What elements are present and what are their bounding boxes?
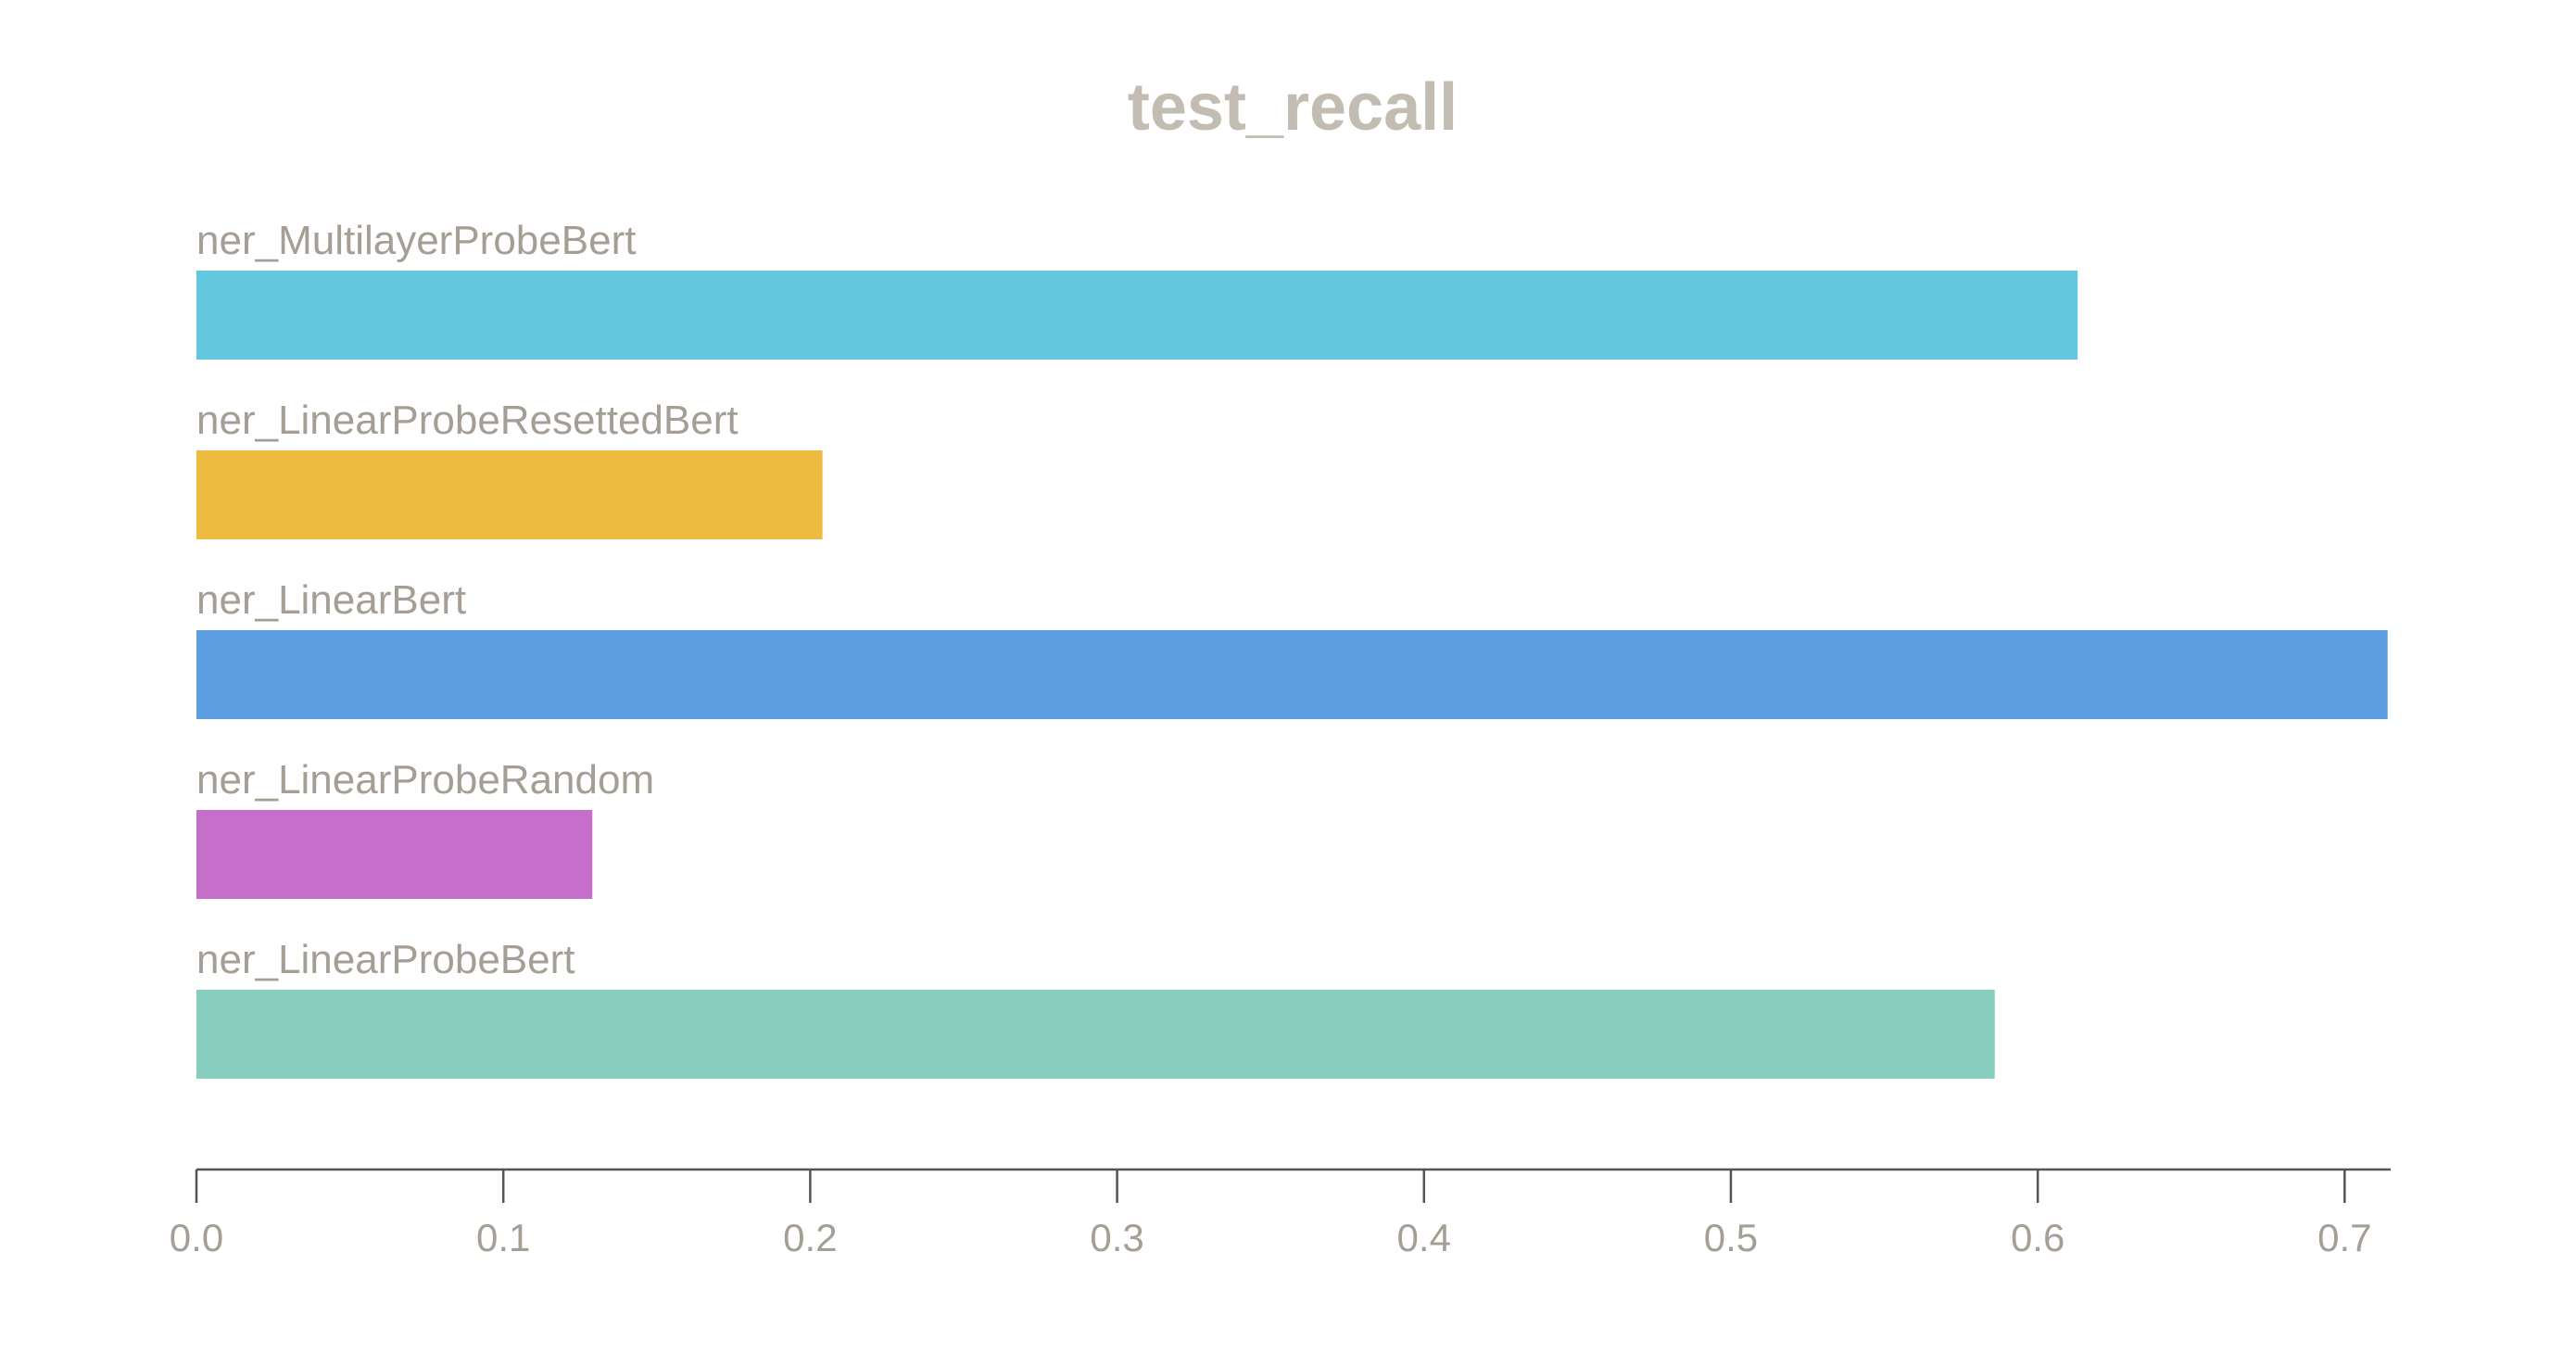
x-tick-label: 0.3 <box>1090 1216 1143 1259</box>
bar-group: ner_LinearProbeResettedBert <box>196 398 823 539</box>
x-tick-label: 0.6 <box>2011 1216 2065 1259</box>
chart-title: test_recall <box>1128 70 1458 145</box>
x-tick-label: 0.4 <box>1397 1216 1451 1259</box>
bar-group: ner_LinearProbeRandom <box>196 757 654 899</box>
bar-label: ner_LinearBert <box>196 577 466 623</box>
bar-label: ner_LinearProbeBert <box>196 937 575 982</box>
x-tick-label: 0.2 <box>783 1216 837 1259</box>
bar-group: ner_LinearBert <box>196 577 2388 719</box>
bar-label: ner_LinearProbeResettedBert <box>196 398 739 443</box>
bars-layer: ner_MultilayerProbeBert ner_LinearProbeRe… <box>196 218 2388 1079</box>
bar <box>196 271 2078 360</box>
x-axis: 0.0 0.1 0.2 0.3 0.4 0.5 0.6 0.7 <box>170 1168 2391 1259</box>
bar <box>196 630 2388 719</box>
bar-group: ner_MultilayerProbeBert <box>196 218 2078 360</box>
x-tick-label: 0.5 <box>1704 1216 1758 1259</box>
bar-label: ner_LinearProbeRandom <box>196 757 654 803</box>
bar-group: ner_LinearProbeBert <box>196 937 1995 1079</box>
x-tick-label: 0.1 <box>476 1216 530 1259</box>
bar <box>196 810 593 899</box>
bar <box>196 990 1995 1079</box>
bar <box>196 450 823 539</box>
bar-label: ner_MultilayerProbeBert <box>196 218 636 263</box>
x-tick-label: 0.7 <box>2317 1216 2371 1259</box>
x-tick-label: 0.0 <box>170 1216 223 1259</box>
